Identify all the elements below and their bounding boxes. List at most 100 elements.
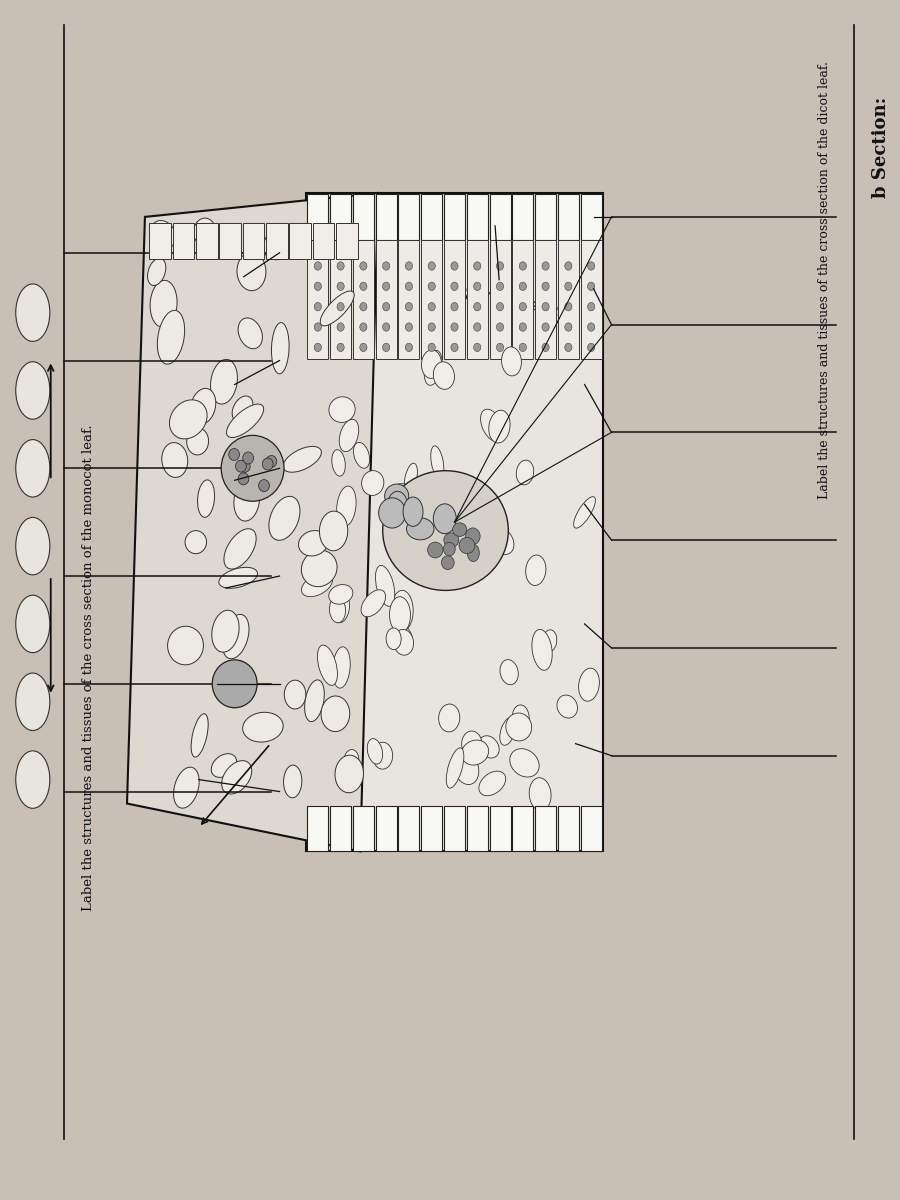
Ellipse shape bbox=[438, 704, 460, 732]
Ellipse shape bbox=[497, 323, 504, 331]
Ellipse shape bbox=[15, 751, 50, 809]
Ellipse shape bbox=[500, 660, 518, 685]
Ellipse shape bbox=[579, 668, 599, 701]
Ellipse shape bbox=[221, 761, 252, 794]
Ellipse shape bbox=[236, 460, 247, 472]
Ellipse shape bbox=[473, 323, 481, 331]
Bar bbox=[266, 223, 288, 259]
Bar bbox=[421, 240, 442, 359]
Bar bbox=[444, 240, 465, 359]
Ellipse shape bbox=[465, 528, 480, 545]
Bar bbox=[558, 240, 579, 359]
Bar bbox=[312, 223, 334, 259]
Ellipse shape bbox=[224, 529, 256, 569]
Bar bbox=[467, 806, 488, 852]
Bar bbox=[336, 223, 357, 259]
Bar bbox=[353, 194, 374, 240]
Ellipse shape bbox=[284, 446, 321, 473]
Ellipse shape bbox=[457, 536, 482, 551]
Bar bbox=[375, 240, 397, 359]
Ellipse shape bbox=[459, 538, 475, 553]
Ellipse shape bbox=[212, 754, 237, 778]
Ellipse shape bbox=[393, 630, 414, 655]
Bar bbox=[290, 223, 310, 259]
Ellipse shape bbox=[407, 518, 434, 540]
Bar bbox=[580, 806, 601, 852]
Ellipse shape bbox=[212, 611, 239, 652]
Ellipse shape bbox=[314, 302, 321, 311]
Ellipse shape bbox=[302, 574, 332, 596]
Bar bbox=[536, 240, 556, 359]
Ellipse shape bbox=[386, 628, 401, 649]
Bar bbox=[490, 806, 510, 852]
Bar bbox=[399, 194, 419, 240]
Ellipse shape bbox=[565, 282, 572, 290]
Ellipse shape bbox=[453, 523, 467, 536]
Ellipse shape bbox=[169, 400, 207, 439]
Ellipse shape bbox=[433, 361, 454, 389]
Bar bbox=[444, 194, 465, 240]
Ellipse shape bbox=[462, 731, 482, 757]
Text: Label the structures and tissues of the cross section of the monocot leaf.: Label the structures and tissues of the … bbox=[82, 425, 95, 911]
Ellipse shape bbox=[264, 226, 298, 259]
Ellipse shape bbox=[392, 590, 413, 631]
Ellipse shape bbox=[421, 350, 442, 378]
Polygon shape bbox=[127, 193, 378, 852]
Ellipse shape bbox=[269, 497, 300, 540]
Ellipse shape bbox=[497, 282, 504, 290]
Ellipse shape bbox=[239, 461, 250, 473]
Ellipse shape bbox=[15, 673, 50, 731]
Ellipse shape bbox=[299, 530, 328, 556]
Ellipse shape bbox=[382, 282, 390, 290]
Bar bbox=[353, 240, 374, 359]
Ellipse shape bbox=[428, 302, 436, 311]
Ellipse shape bbox=[497, 343, 504, 352]
Ellipse shape bbox=[588, 343, 595, 352]
Ellipse shape bbox=[405, 302, 412, 311]
Bar bbox=[375, 806, 397, 852]
Ellipse shape bbox=[392, 484, 417, 505]
Ellipse shape bbox=[588, 302, 595, 311]
Ellipse shape bbox=[304, 680, 324, 721]
Ellipse shape bbox=[15, 361, 50, 419]
Ellipse shape bbox=[384, 484, 409, 508]
Ellipse shape bbox=[431, 446, 444, 479]
Ellipse shape bbox=[512, 704, 529, 731]
Ellipse shape bbox=[262, 458, 273, 470]
Ellipse shape bbox=[15, 439, 50, 497]
Ellipse shape bbox=[451, 494, 465, 516]
Ellipse shape bbox=[284, 766, 302, 798]
Ellipse shape bbox=[519, 302, 526, 311]
Ellipse shape bbox=[337, 262, 344, 270]
Ellipse shape bbox=[15, 284, 50, 341]
Ellipse shape bbox=[403, 497, 423, 527]
Bar bbox=[330, 806, 351, 852]
Ellipse shape bbox=[367, 739, 382, 764]
Ellipse shape bbox=[451, 282, 458, 290]
Ellipse shape bbox=[221, 436, 284, 502]
Ellipse shape bbox=[232, 396, 253, 422]
Ellipse shape bbox=[314, 343, 321, 352]
Ellipse shape bbox=[194, 218, 215, 245]
Ellipse shape bbox=[191, 714, 208, 757]
Ellipse shape bbox=[222, 614, 249, 659]
Ellipse shape bbox=[404, 463, 418, 493]
Ellipse shape bbox=[497, 262, 504, 270]
Ellipse shape bbox=[454, 752, 479, 785]
Ellipse shape bbox=[337, 302, 344, 311]
Ellipse shape bbox=[428, 542, 443, 558]
Ellipse shape bbox=[238, 473, 248, 485]
Ellipse shape bbox=[167, 626, 203, 665]
Bar bbox=[149, 223, 171, 259]
Bar bbox=[173, 223, 194, 259]
Bar bbox=[375, 194, 397, 240]
Ellipse shape bbox=[379, 498, 406, 528]
Ellipse shape bbox=[382, 262, 390, 270]
Ellipse shape bbox=[15, 595, 50, 653]
Ellipse shape bbox=[387, 491, 408, 521]
Ellipse shape bbox=[451, 323, 458, 331]
Ellipse shape bbox=[337, 323, 344, 331]
Ellipse shape bbox=[243, 452, 254, 464]
Ellipse shape bbox=[382, 323, 390, 331]
Ellipse shape bbox=[375, 565, 395, 606]
